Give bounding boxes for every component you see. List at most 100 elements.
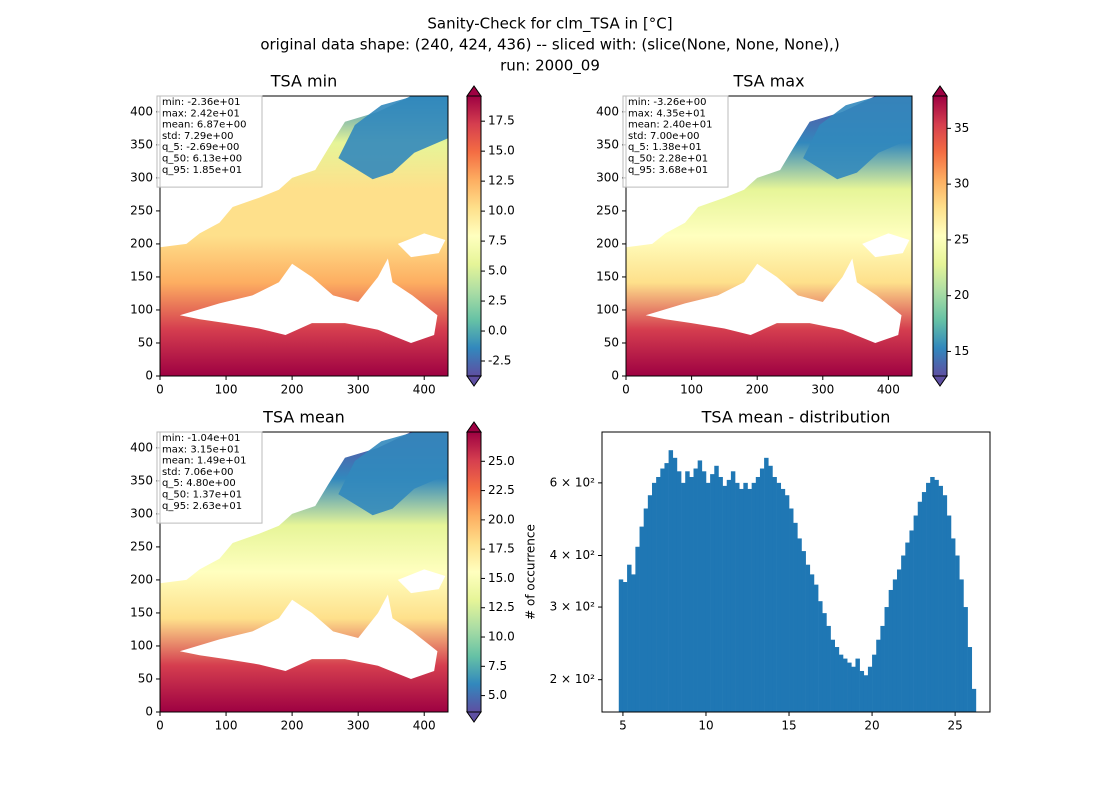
y-tick-label: 200: [130, 236, 153, 250]
x-tick-label: 25: [947, 719, 962, 733]
y-tick-label: 300: [596, 170, 619, 184]
bar: [714, 465, 719, 712]
bar: [739, 488, 744, 712]
colorbar-tick-label: 10.0: [488, 204, 515, 218]
bar: [747, 488, 752, 712]
y-tick-label: 100: [130, 638, 153, 652]
colorbar-tick-label: 15.0: [488, 571, 515, 585]
colorbar-tick-label: 10.0: [488, 630, 515, 644]
bar: [855, 658, 860, 712]
bar: [755, 476, 761, 712]
colorbar-tick-label: 7.5: [488, 659, 507, 673]
colorbar-tick-label: 15.0: [488, 144, 515, 158]
bar: [772, 476, 777, 712]
stats-text: std: 7.00e+00: [628, 131, 700, 142]
bar: [934, 479, 939, 712]
y-axis-label: # of occurrence: [524, 524, 538, 620]
bar: [971, 688, 977, 712]
colorbar-extend: [466, 85, 482, 97]
bar: [818, 601, 823, 712]
map-sea: [397, 569, 446, 594]
y-tick-label: 0: [145, 705, 153, 719]
bar: [718, 476, 723, 712]
bar: [867, 666, 873, 712]
bar: [901, 555, 906, 712]
colorbar-tick-label: 17.5: [488, 114, 515, 128]
map-land: [338, 96, 448, 180]
stats-text: q_5: 1.38e+01: [628, 142, 702, 153]
bar: [768, 465, 773, 712]
y-tick-label: 300: [130, 170, 153, 184]
colorbar-tick-label: 12.5: [488, 600, 515, 614]
stats-text: min: -3.26e+00: [628, 97, 707, 108]
colorbar-tick-label: 2.5: [488, 294, 507, 308]
y-tick-label: 400: [596, 104, 619, 118]
bar: [801, 551, 806, 712]
y-tick-label: 400: [130, 104, 153, 118]
map-sea: [862, 233, 910, 258]
x-tick-label: 20: [864, 719, 879, 733]
map-land: [803, 96, 912, 180]
colorbar-tick-label: 7.5: [488, 234, 507, 248]
stats-text: std: 7.06e+00: [162, 467, 234, 478]
x-tick-label: 100: [215, 383, 238, 397]
bar: [701, 471, 707, 712]
bar: [805, 564, 811, 712]
bar: [955, 555, 960, 712]
bar: [656, 476, 661, 712]
colorbar-tick-label: 25.0: [488, 454, 515, 468]
y-tick-label: 50: [604, 335, 619, 349]
stats-text: max: 3.15e+01: [162, 444, 240, 455]
bar: [880, 625, 885, 712]
bar: [959, 579, 964, 712]
bar: [896, 569, 902, 712]
bar: [672, 457, 678, 712]
stats-text: q_5: -2.69e+00: [162, 142, 239, 153]
stats-text: max: 2.42e+01: [162, 108, 240, 119]
x-tick-label: 100: [215, 719, 238, 733]
bar: [643, 508, 649, 712]
bar: [942, 495, 948, 712]
bar: [743, 482, 748, 712]
bar: [813, 584, 819, 712]
colorbar-tick-label: 5.0: [488, 688, 507, 702]
x-tick-label: 200: [746, 383, 769, 397]
bar: [784, 495, 790, 712]
bar: [892, 579, 898, 712]
x-tick-label: 15: [781, 719, 796, 733]
x-tick-label: 300: [347, 383, 370, 397]
colorbar-tick-label: 0.0: [488, 324, 507, 338]
stats-text: q_95: 2.63e+01: [162, 501, 242, 512]
stats-text: q_50: 2.28e+01: [628, 154, 708, 165]
y-tick-label: 150: [130, 269, 153, 283]
colorbar-tick-label: 20: [954, 288, 969, 302]
stats-text: mean: 1.49e+01: [162, 456, 246, 467]
map-sea: [645, 258, 902, 343]
stats-box: [622, 95, 729, 188]
bar: [926, 482, 931, 712]
bar: [872, 654, 877, 712]
y-tick-label: 0: [611, 369, 619, 383]
bar: [963, 607, 968, 712]
axes-frame: [625, 95, 913, 377]
bar: [705, 482, 711, 712]
colorbar-tick-label: 30: [954, 177, 969, 191]
bar: [826, 625, 831, 712]
x-tick-label: 0: [156, 719, 164, 733]
x-tick-label: 200: [281, 719, 304, 733]
x-tick-label: 400: [413, 383, 436, 397]
stats-box: [156, 95, 263, 188]
y-tick-label: 200: [130, 572, 153, 586]
bar: [660, 468, 665, 712]
bar: [793, 522, 798, 712]
bar: [735, 482, 740, 712]
bar: [647, 495, 653, 712]
y-tick-label: 350: [130, 473, 153, 487]
y-tick-label: 250: [596, 203, 619, 217]
bar: [710, 474, 715, 712]
axes-title: TSA max: [732, 72, 804, 91]
colorbar-tick-label: 35: [954, 121, 969, 135]
bar: [764, 457, 769, 712]
stats-box: [156, 431, 263, 524]
bar: [685, 471, 690, 712]
